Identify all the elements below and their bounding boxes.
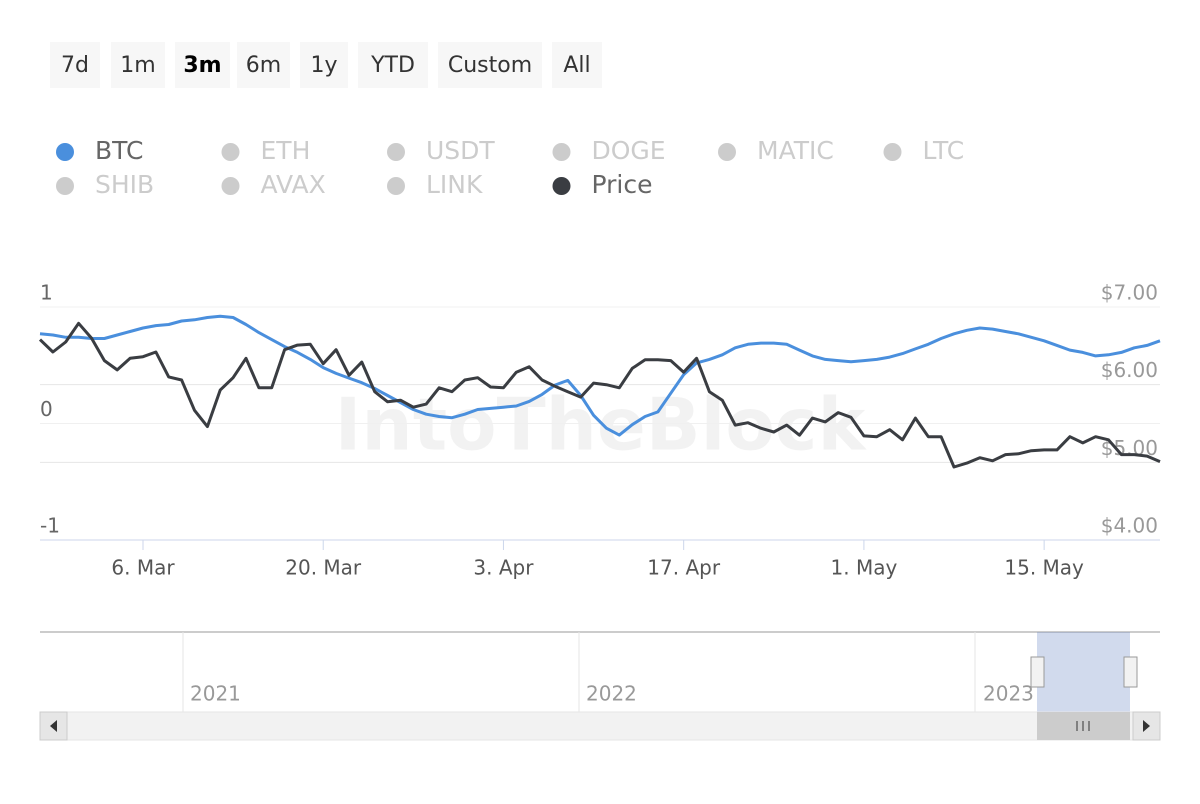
- navigator-label: 2023: [983, 682, 1034, 706]
- series-line: [39, 314, 1161, 437]
- legend-label[interactable]: MATIC: [757, 136, 834, 165]
- range-button[interactable]: [175, 42, 230, 88]
- legend-label[interactable]: LINK: [426, 170, 483, 199]
- y2-tick-label: $4.00: [1101, 514, 1158, 538]
- navigator-selection[interactable]: [1037, 632, 1130, 712]
- series-line: [38, 321, 1161, 469]
- range-button[interactable]: [438, 42, 542, 88]
- navigator-handle[interactable]: [1030, 656, 1045, 688]
- x-tick-label: 1. May: [831, 556, 898, 580]
- range-button-label[interactable]: 7d: [61, 53, 89, 78]
- legend-marker[interactable]: [387, 143, 405, 161]
- arrow-icon: [50, 720, 57, 732]
- range-button[interactable]: [237, 42, 290, 88]
- range-button-label[interactable]: 3m: [183, 53, 221, 78]
- navigator-handle[interactable]: [1123, 656, 1138, 688]
- legend-marker[interactable]: [552, 177, 571, 195]
- x-tick-label: 17. Apr: [647, 556, 721, 580]
- navigator-label: 2022: [586, 682, 637, 706]
- range-button[interactable]: [111, 42, 165, 88]
- legend-marker[interactable]: [718, 143, 736, 161]
- range-button-label[interactable]: YTD: [370, 53, 415, 78]
- arrow-icon: [1143, 720, 1150, 732]
- range-button-label[interactable]: 1m: [120, 53, 155, 78]
- y-tick-label: -1: [40, 514, 60, 538]
- legend-label[interactable]: ETH: [261, 136, 311, 165]
- range-button-label[interactable]: Custom: [448, 53, 532, 78]
- grip-icon: [1076, 721, 1090, 731]
- legend-label[interactable]: USDT: [426, 136, 495, 165]
- range-button[interactable]: [50, 42, 100, 88]
- legend-marker[interactable]: [56, 177, 74, 195]
- legend-label[interactable]: DOGE: [592, 136, 666, 165]
- y2-tick-label: $6.00: [1101, 358, 1158, 382]
- legend-marker[interactable]: [56, 143, 74, 161]
- range-button-label[interactable]: All: [563, 53, 590, 78]
- navigator-label: 2021: [190, 682, 241, 706]
- x-tick-label: 15. May: [1004, 556, 1084, 580]
- legend-label[interactable]: LTC: [923, 136, 965, 165]
- y-tick-label: 0: [40, 397, 53, 421]
- legend-label[interactable]: AVAX: [261, 170, 326, 199]
- legend-marker[interactable]: [221, 177, 240, 195]
- range-button-label[interactable]: 1y: [310, 53, 337, 78]
- legend-label[interactable]: Price: [592, 170, 653, 199]
- x-tick-label: 6. Mar: [111, 556, 175, 580]
- range-button[interactable]: [552, 42, 602, 88]
- x-tick-label: 20. Mar: [285, 556, 362, 580]
- legend-label[interactable]: SHIB: [95, 170, 154, 199]
- range-button[interactable]: [300, 42, 348, 88]
- legend-marker[interactable]: [552, 143, 571, 161]
- range-button[interactable]: [358, 42, 428, 88]
- legend-label[interactable]: BTC: [95, 136, 143, 165]
- legend-marker[interactable]: [387, 177, 405, 195]
- x-tick-label: 3. Apr: [473, 556, 534, 580]
- legend-marker[interactable]: [883, 143, 902, 161]
- legend-marker[interactable]: [221, 143, 240, 161]
- navigator: [40, 632, 1160, 712]
- y2-tick-label: $7.00: [1101, 281, 1158, 305]
- range-button-label[interactable]: 6m: [246, 53, 281, 78]
- y-tick-label: 1: [40, 281, 53, 305]
- scrollbar: [39, 711, 1161, 741]
